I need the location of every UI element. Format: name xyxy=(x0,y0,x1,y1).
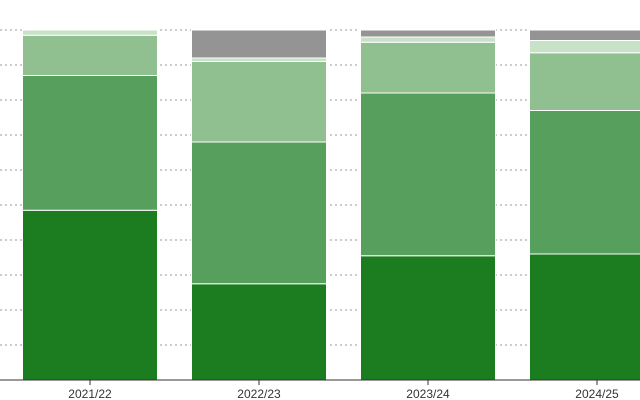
bar-segment-2023/24-s2 xyxy=(360,92,496,257)
bar-segment-2021/22-s1 xyxy=(22,209,158,381)
bar-segment-2024/25-s3 xyxy=(529,52,640,111)
bar-segment-2024/25-s5 xyxy=(529,29,640,41)
bar-segment-2022/23-s3 xyxy=(191,61,327,143)
bar-segment-2021/22-s3 xyxy=(22,34,158,76)
bar-segment-2023/24-s3 xyxy=(360,41,496,94)
x-axis-ticks xyxy=(89,380,598,385)
bar-segment-2023/24-s5 xyxy=(360,29,496,38)
bar-segment-2021/22-s4 xyxy=(22,29,158,36)
bar-segment-2022/23-s2 xyxy=(191,141,327,285)
bar-segment-2022/23-s1 xyxy=(191,283,327,381)
bar-segment-2023/24-s4 xyxy=(360,36,496,43)
bar-segment-2022/23-s4 xyxy=(191,57,327,62)
bar-segment-2021/22-s2 xyxy=(22,75,158,211)
x-tick-label: 2024/25 xyxy=(575,387,619,400)
bar-segment-2024/25-s2 xyxy=(529,110,640,255)
x-tick-label: 2023/24 xyxy=(406,387,450,400)
x-tick-label: 2022/23 xyxy=(237,387,281,400)
bars xyxy=(22,29,640,381)
bar-segment-2024/25-s1 xyxy=(529,253,640,381)
bar-segment-2023/24-s1 xyxy=(360,255,496,381)
bar-segment-2022/23-s5 xyxy=(191,29,327,59)
bar-segment-2024/25-s4 xyxy=(529,40,640,54)
x-tick-label: 2021/22 xyxy=(68,387,112,400)
x-axis-labels: 2021/22 2022/23 2023/24 2024/25 xyxy=(68,387,619,400)
